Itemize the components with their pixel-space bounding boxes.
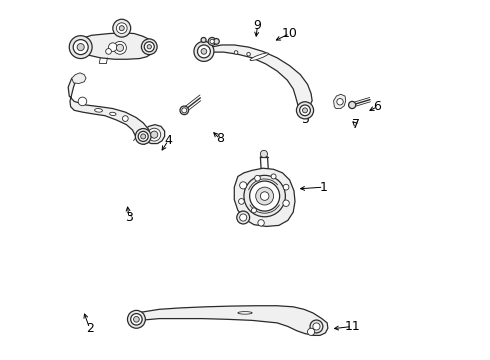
Text: 4: 4	[164, 134, 172, 147]
Circle shape	[201, 49, 207, 54]
Text: 3: 3	[125, 211, 133, 224]
Circle shape	[147, 45, 151, 49]
Ellipse shape	[250, 53, 269, 60]
Circle shape	[148, 128, 161, 141]
Circle shape	[201, 37, 206, 42]
Ellipse shape	[110, 112, 116, 116]
Circle shape	[313, 323, 320, 330]
Circle shape	[141, 134, 146, 139]
Circle shape	[119, 26, 124, 31]
Circle shape	[283, 184, 289, 190]
Circle shape	[300, 105, 310, 116]
Circle shape	[237, 211, 249, 224]
Circle shape	[337, 99, 343, 105]
Circle shape	[239, 199, 245, 204]
Circle shape	[122, 116, 128, 121]
Circle shape	[131, 314, 142, 325]
Circle shape	[77, 44, 84, 51]
Circle shape	[302, 108, 308, 113]
Circle shape	[106, 49, 111, 54]
Circle shape	[180, 106, 189, 114]
Text: 2: 2	[86, 322, 94, 335]
Circle shape	[113, 19, 131, 37]
Circle shape	[117, 44, 123, 51]
Circle shape	[240, 182, 247, 189]
Circle shape	[117, 23, 127, 33]
Circle shape	[109, 43, 117, 51]
Text: 5: 5	[302, 113, 310, 126]
Circle shape	[240, 214, 247, 221]
Polygon shape	[72, 73, 86, 84]
Circle shape	[251, 208, 256, 213]
Circle shape	[142, 39, 157, 55]
Ellipse shape	[238, 312, 252, 314]
Text: 6: 6	[373, 100, 381, 113]
Circle shape	[310, 320, 323, 333]
Polygon shape	[211, 45, 312, 111]
Circle shape	[296, 102, 314, 119]
Circle shape	[210, 39, 214, 44]
Polygon shape	[334, 94, 346, 109]
Circle shape	[283, 200, 289, 206]
Circle shape	[127, 310, 146, 328]
Text: 10: 10	[282, 27, 297, 40]
Text: 7: 7	[352, 118, 360, 131]
Circle shape	[256, 187, 273, 205]
Circle shape	[194, 41, 214, 62]
Circle shape	[144, 42, 154, 52]
Text: 11: 11	[344, 320, 360, 333]
Ellipse shape	[95, 108, 102, 112]
Circle shape	[308, 328, 315, 336]
Circle shape	[197, 45, 210, 58]
Circle shape	[260, 192, 269, 201]
Polygon shape	[234, 168, 295, 226]
Circle shape	[182, 108, 187, 113]
Polygon shape	[68, 78, 150, 144]
Circle shape	[214, 39, 220, 44]
Circle shape	[135, 129, 151, 144]
Polygon shape	[74, 33, 155, 59]
Circle shape	[348, 102, 356, 109]
Circle shape	[208, 37, 216, 45]
Circle shape	[114, 41, 126, 54]
Circle shape	[151, 131, 158, 138]
Circle shape	[78, 97, 87, 106]
Circle shape	[234, 51, 238, 54]
Text: 9: 9	[253, 19, 262, 32]
Circle shape	[260, 150, 268, 157]
Circle shape	[138, 131, 148, 141]
Circle shape	[73, 40, 88, 55]
Circle shape	[249, 181, 280, 211]
Text: 8: 8	[216, 132, 224, 145]
Circle shape	[134, 316, 139, 322]
Circle shape	[258, 220, 264, 226]
Circle shape	[271, 174, 276, 179]
Polygon shape	[132, 306, 328, 336]
Circle shape	[247, 53, 250, 56]
Circle shape	[255, 175, 260, 181]
Text: 1: 1	[319, 181, 327, 194]
Polygon shape	[143, 125, 165, 144]
Circle shape	[244, 175, 285, 217]
Circle shape	[69, 36, 92, 59]
